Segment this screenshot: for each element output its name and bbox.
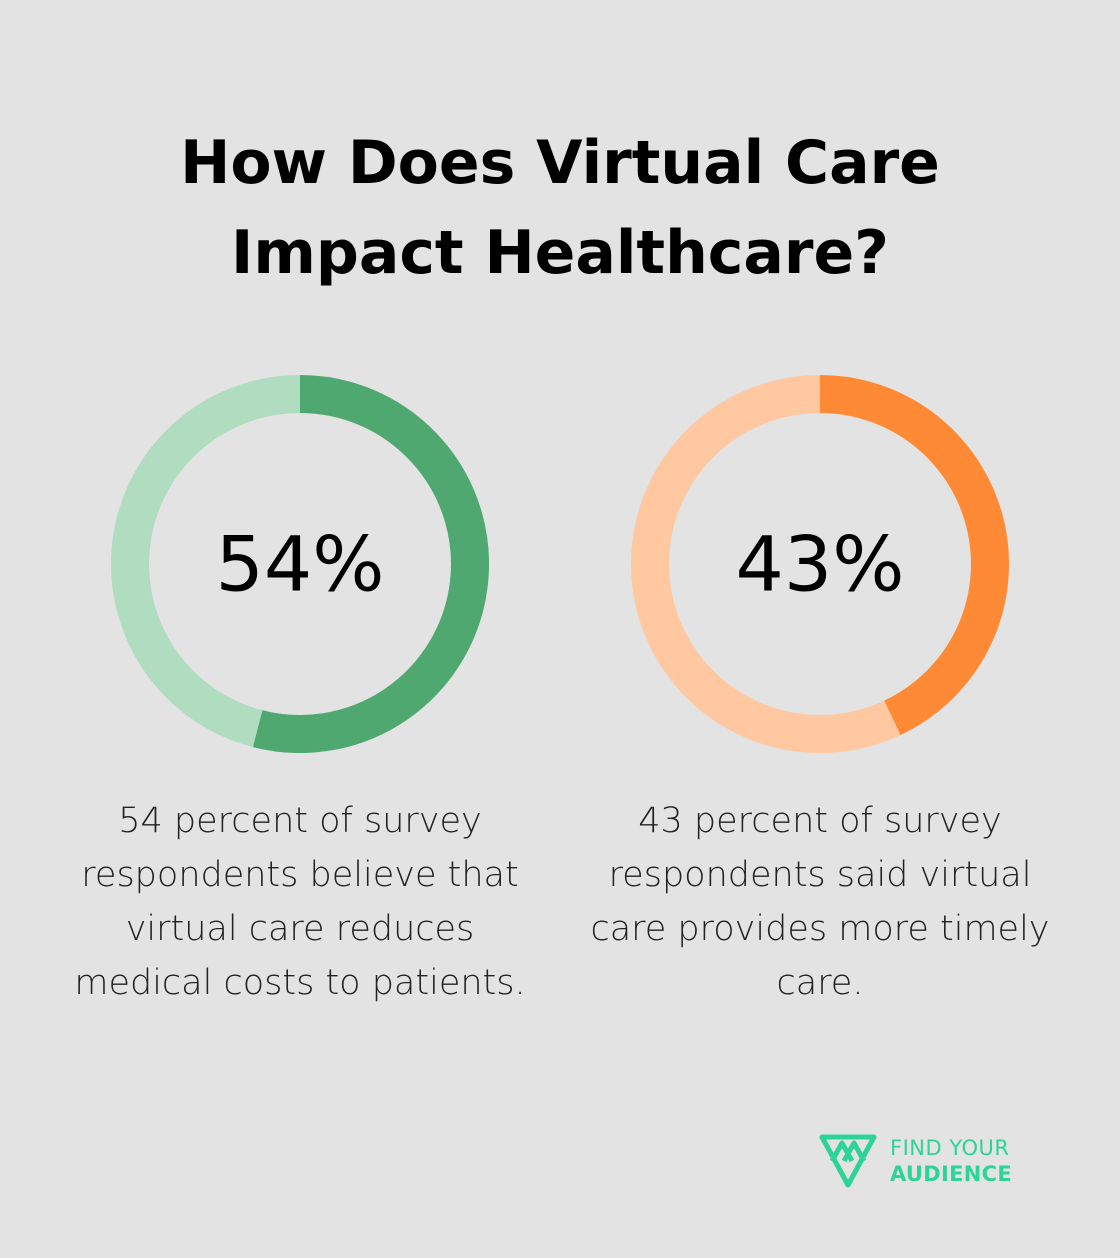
caption-timely-care-line: 43 percent of survey bbox=[638, 801, 1002, 841]
donut-value-label-timely-care: 43% bbox=[736, 520, 905, 609]
caption-costs-line: respondents believe that bbox=[81, 855, 519, 895]
logo-wordmark: FIND YOUR AUDIENCE bbox=[890, 1135, 1012, 1187]
donut-arc-timely-care bbox=[819, 375, 1009, 736]
donut-chart-costs: 54% bbox=[111, 375, 489, 753]
caption-timely-care-line: care. bbox=[776, 963, 864, 1003]
donut-arc-costs bbox=[253, 375, 489, 753]
find-your-audience-logo-icon bbox=[819, 1134, 877, 1188]
donut-chart-timely-care: 43% bbox=[631, 375, 1009, 753]
caption-timely-care: 43 percent of survey respondents said vi… bbox=[570, 794, 1070, 1010]
donut-chart-costs-svg: 54% bbox=[111, 375, 489, 753]
title-line-1: How Does Virtual Care bbox=[180, 128, 940, 198]
caption-costs: 54 percent of survey respondents believe… bbox=[50, 794, 550, 1010]
donut-chart-timely-care-svg: 43% bbox=[631, 375, 1009, 753]
caption-costs-line: virtual care reduces bbox=[125, 909, 475, 949]
page-title: How Does Virtual Care Impact Healthcare? bbox=[0, 118, 1120, 298]
caption-costs-line: 54 percent of survey bbox=[118, 801, 482, 841]
logo-line-2: AUDIENCE bbox=[890, 1162, 1012, 1186]
donut-value-label-costs: 54% bbox=[216, 520, 385, 609]
find-your-audience-logo: FIND YOUR AUDIENCE bbox=[818, 1133, 1012, 1189]
logo-line-1: FIND YOUR bbox=[890, 1136, 1010, 1160]
title-line-2: Impact Healthcare? bbox=[231, 218, 889, 288]
caption-costs-line: medical costs to patients. bbox=[74, 963, 526, 1003]
caption-timely-care-line: respondents said virtual bbox=[608, 855, 1032, 895]
caption-timely-care-line: care provides more timely bbox=[590, 909, 1050, 949]
